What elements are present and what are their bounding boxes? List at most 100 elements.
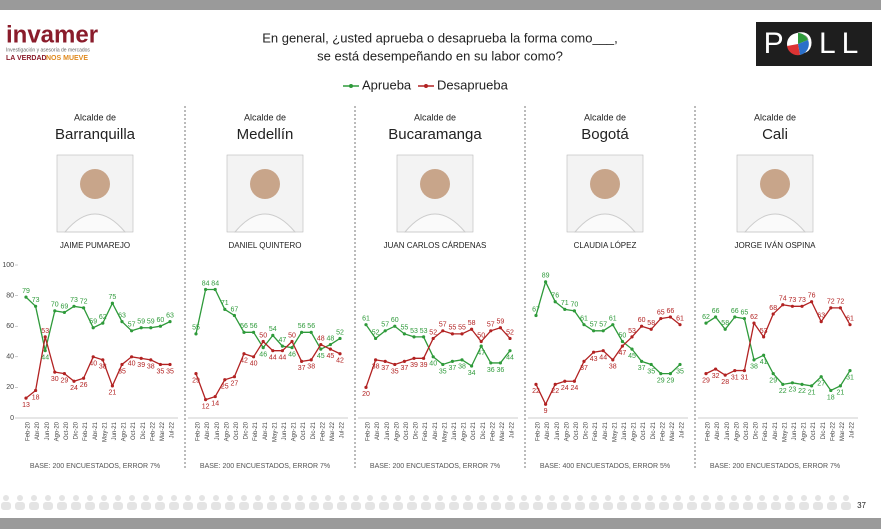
city: Cali bbox=[762, 126, 788, 143]
point bbox=[781, 303, 785, 307]
x-tick-label: Jun-20 bbox=[725, 421, 731, 440]
point bbox=[611, 358, 615, 362]
x-tick-label: Feb-22 bbox=[320, 421, 326, 441]
value-label: 57 bbox=[487, 322, 495, 329]
point bbox=[402, 359, 406, 363]
value-label: 79 bbox=[22, 288, 30, 295]
point bbox=[714, 367, 718, 371]
icon bbox=[225, 502, 235, 510]
point bbox=[280, 349, 284, 353]
icon bbox=[743, 502, 753, 510]
point bbox=[800, 382, 804, 386]
x-tick-label: Abr-21 bbox=[773, 421, 779, 440]
value-label: 50 bbox=[288, 332, 296, 339]
value-label: 70 bbox=[571, 302, 579, 309]
icon bbox=[129, 495, 135, 501]
point bbox=[261, 346, 265, 350]
value-label: 37 bbox=[381, 365, 389, 372]
value-label: 72 bbox=[837, 299, 845, 306]
icon bbox=[281, 502, 291, 510]
line-series bbox=[195, 340, 341, 401]
point bbox=[668, 372, 673, 376]
point bbox=[130, 355, 134, 359]
icon bbox=[605, 495, 611, 501]
x-tick-label: Dic-21 bbox=[141, 421, 147, 439]
point bbox=[261, 339, 265, 344]
point bbox=[309, 330, 313, 334]
point bbox=[450, 359, 454, 363]
point bbox=[309, 358, 313, 362]
point bbox=[364, 323, 368, 327]
icon bbox=[435, 502, 445, 510]
value-label: 60 bbox=[391, 317, 399, 324]
value-label: 40 bbox=[128, 361, 136, 368]
value-label: 14 bbox=[211, 400, 219, 407]
photo bbox=[573, 213, 637, 233]
icon bbox=[491, 502, 501, 510]
value-label: 66 bbox=[667, 308, 675, 315]
icon bbox=[773, 495, 779, 501]
line-series bbox=[535, 280, 681, 375]
photo bbox=[760, 169, 790, 199]
point bbox=[752, 358, 756, 362]
point bbox=[790, 381, 795, 385]
value-label: 39 bbox=[420, 362, 428, 369]
value-label: 61 bbox=[362, 316, 370, 323]
icon bbox=[59, 495, 65, 501]
value-label: 40 bbox=[250, 361, 258, 368]
value-label: 22 bbox=[779, 388, 787, 395]
point bbox=[300, 359, 304, 363]
value-label: 37 bbox=[449, 365, 457, 372]
line-series bbox=[365, 326, 511, 388]
x-tick-label: Dic-20 bbox=[414, 421, 420, 439]
icon bbox=[45, 495, 51, 501]
point bbox=[242, 330, 246, 334]
value-label: 26 bbox=[80, 382, 88, 389]
point bbox=[168, 320, 172, 324]
point bbox=[441, 362, 445, 367]
icon bbox=[367, 495, 373, 501]
x-tick-label: Oct-21 bbox=[641, 421, 647, 440]
point bbox=[659, 372, 663, 376]
question: se está desempeñando en su labor como? bbox=[317, 48, 563, 63]
x-tick-label: May-21 bbox=[272, 421, 278, 442]
value-label: 47 bbox=[477, 350, 485, 357]
value-label: 44 bbox=[599, 355, 607, 362]
x-tick-label: Oct-20 bbox=[234, 421, 240, 440]
bottom-bar bbox=[0, 518, 881, 529]
value-label: 35 bbox=[647, 368, 655, 375]
x-tick-label: May-21 bbox=[782, 421, 788, 442]
base-note: BASE: 200 ENCUESTADOS, ERROR 7% bbox=[370, 463, 500, 470]
icon bbox=[393, 502, 403, 510]
point bbox=[810, 384, 814, 388]
point bbox=[223, 307, 227, 311]
point bbox=[460, 332, 464, 336]
value-label: 42 bbox=[336, 358, 344, 365]
point bbox=[110, 301, 114, 305]
point bbox=[242, 352, 246, 356]
value-label: 73 bbox=[798, 297, 806, 304]
x-tick-label: Dic-20 bbox=[244, 421, 250, 439]
value-label: 27 bbox=[817, 381, 825, 388]
point bbox=[213, 394, 217, 399]
point bbox=[508, 349, 512, 353]
line-series bbox=[705, 316, 851, 392]
point bbox=[489, 329, 493, 333]
value-label: 56 bbox=[307, 323, 315, 330]
icon bbox=[785, 502, 795, 510]
icon bbox=[409, 495, 415, 501]
icon bbox=[325, 495, 331, 501]
icon bbox=[505, 502, 515, 510]
icon bbox=[295, 502, 305, 510]
value-label: 65 bbox=[657, 309, 665, 316]
person-name: JORGE IVÁN OSPINA bbox=[735, 241, 817, 250]
icon bbox=[689, 495, 695, 501]
icon bbox=[73, 495, 79, 501]
icon bbox=[533, 502, 543, 510]
point bbox=[412, 356, 416, 360]
value-label: 30 bbox=[51, 376, 59, 383]
value-label: 73 bbox=[70, 297, 78, 304]
value-label: 24 bbox=[561, 385, 569, 392]
value-label: 55 bbox=[401, 325, 409, 332]
icon bbox=[29, 502, 39, 510]
